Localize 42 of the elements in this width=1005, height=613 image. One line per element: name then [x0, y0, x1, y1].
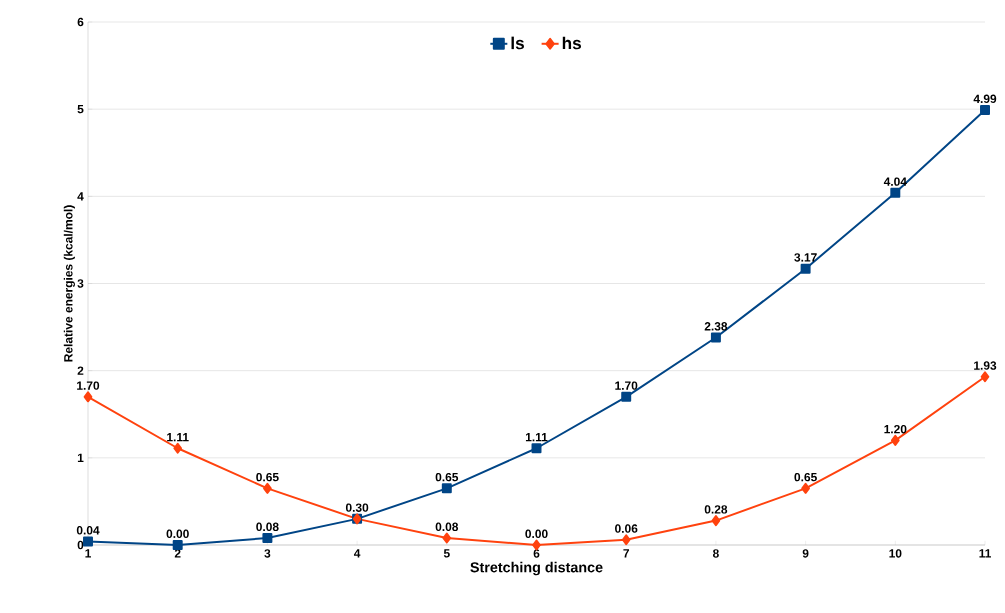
data-label: 1.20	[884, 424, 907, 434]
x-tick-label: 1	[85, 549, 91, 558]
data-label: 1.70	[77, 381, 100, 390]
data-label: 0.00	[525, 529, 548, 539]
legend-label: hs	[562, 36, 581, 50]
x-tick-label: 3	[264, 549, 271, 558]
x-tick-label: 7	[623, 549, 630, 558]
data-label: 0.30	[345, 503, 369, 512]
x-tick-label: 9	[802, 549, 809, 558]
y-tick-label: 2	[77, 366, 84, 375]
x-tick-label: 10	[889, 549, 902, 558]
data-label: 1.93	[974, 361, 997, 370]
data-label: 0.04	[76, 526, 100, 535]
data-label: 0.65	[435, 472, 459, 482]
y-tick-label: 0	[77, 540, 84, 550]
x-tick-label: 11	[979, 549, 991, 558]
x-tick-label: 5	[443, 549, 450, 558]
data-label: 0.06	[615, 524, 638, 533]
data-label: 1.11	[525, 433, 548, 442]
data-label: 0.08	[256, 522, 279, 532]
y-tick-label: 4	[77, 192, 84, 201]
data-label: 4.04	[883, 177, 907, 186]
data-label: 0.65	[794, 472, 817, 482]
data-label: 4.99	[973, 94, 997, 104]
y-tick-label: 3	[77, 279, 84, 288]
data-label: 1.11	[167, 433, 189, 442]
legend-label: ls	[511, 36, 524, 50]
y-tick-label: 5	[77, 105, 84, 114]
data-label: 0.65	[256, 472, 279, 482]
data-label: 0.00	[166, 529, 189, 539]
data-label: 3.17	[794, 253, 817, 262]
y-axis-title: Relative energies (kcal/mol)	[63, 205, 75, 362]
x-tick-label: 6	[533, 549, 540, 558]
x-axis-title: Stretching distance	[470, 561, 603, 576]
data-label: 1.70	[615, 381, 638, 390]
x-tick-label: 4	[353, 549, 361, 558]
y-tick-label: 1	[77, 453, 84, 462]
y-tick-label: 6	[77, 17, 84, 27]
data-label: 2.38	[704, 322, 728, 331]
x-tick-label: 8	[712, 549, 719, 558]
data-label: 0.08	[435, 522, 459, 532]
data-label: 0.28	[704, 505, 728, 514]
